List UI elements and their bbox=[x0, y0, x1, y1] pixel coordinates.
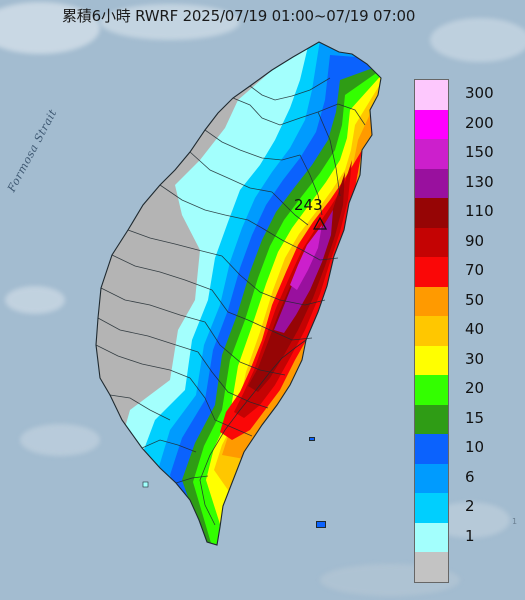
legend-swatches bbox=[414, 79, 449, 583]
legend-label: 300 bbox=[465, 84, 494, 102]
legend-label: 6 bbox=[465, 467, 475, 486]
legend-swatch bbox=[415, 227, 448, 257]
legend-label: 1 bbox=[465, 526, 475, 545]
legend-swatch bbox=[415, 257, 448, 287]
legend-label: 30 bbox=[465, 349, 485, 368]
legend-label: 15 bbox=[465, 408, 485, 427]
legend-swatch bbox=[415, 198, 448, 228]
legend-swatch bbox=[415, 552, 448, 582]
legend-label: 150 bbox=[465, 143, 494, 161]
legend-swatch bbox=[415, 522, 448, 552]
max-rain-marker bbox=[312, 216, 328, 230]
legend-swatch bbox=[415, 345, 448, 375]
legend-label: 20 bbox=[465, 379, 485, 397]
max-rain-value: 243 bbox=[294, 196, 323, 214]
legend-swatch bbox=[415, 375, 448, 405]
legend-label: 40 bbox=[465, 320, 485, 338]
legend-label: 130 bbox=[465, 172, 494, 191]
legend-swatch bbox=[415, 493, 448, 523]
legend-swatch bbox=[415, 139, 448, 169]
legend-swatch bbox=[415, 109, 448, 139]
legend-swatch bbox=[415, 168, 448, 198]
legend-label: 70 bbox=[465, 261, 485, 279]
legend-swatch bbox=[415, 80, 448, 110]
legend-label: 10 bbox=[465, 438, 485, 456]
legend-swatch bbox=[415, 434, 448, 464]
legend-label: 90 bbox=[465, 231, 485, 250]
legend-label: 200 bbox=[465, 113, 494, 132]
corner-mark: 1 bbox=[512, 517, 518, 526]
basin-boundaries bbox=[95, 77, 366, 526]
legend-label: 2 bbox=[465, 497, 475, 515]
legend-swatch bbox=[415, 316, 448, 346]
legend-swatch bbox=[415, 463, 448, 493]
legend-label: 110 bbox=[465, 202, 494, 220]
map-title: 累積6小時 RWRF 2025/07/19 01:00~07/19 07:00 bbox=[62, 7, 416, 25]
legend-label: 50 bbox=[465, 290, 485, 309]
legend-swatch bbox=[415, 286, 448, 316]
legend-swatch bbox=[415, 404, 448, 434]
small-islands bbox=[142, 437, 326, 528]
